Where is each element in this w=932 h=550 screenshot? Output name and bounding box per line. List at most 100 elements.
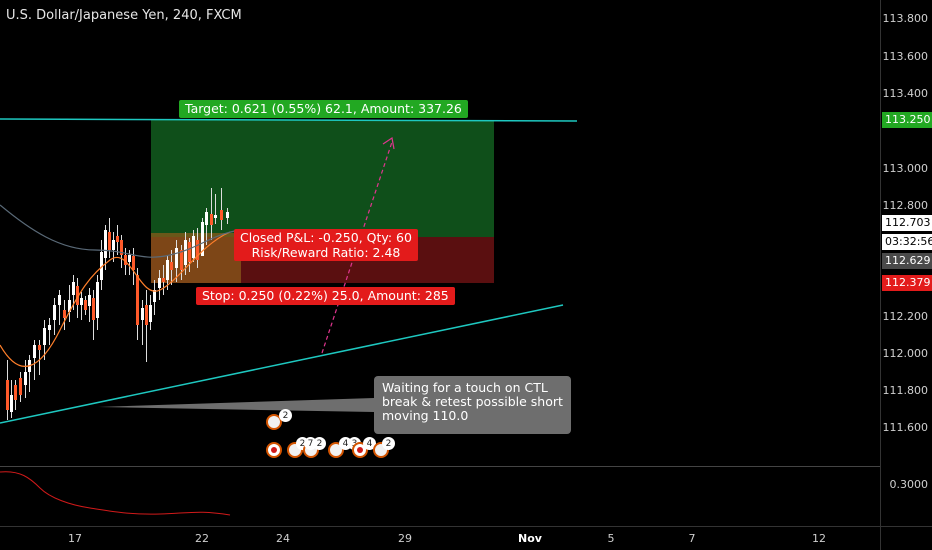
date-tick-month: Nov: [518, 532, 542, 545]
candle-body: [166, 260, 169, 280]
date-tick: 7: [688, 532, 696, 545]
candle-body: [158, 278, 161, 288]
candle-body: [63, 310, 66, 318]
indicator-tick: 0.3000: [889, 478, 929, 491]
candle-body: [68, 300, 71, 312]
candle-body: [112, 240, 115, 250]
resistance-trendline: [0, 118, 578, 122]
candle-body: [184, 240, 187, 265]
candle-body: [92, 298, 95, 320]
event-count-badge: 2: [313, 437, 326, 450]
candle-body: [214, 215, 217, 218]
callout-note[interactable]: Waiting for a touch on CTL break & retes…: [374, 376, 571, 434]
countdown-tag: 03:32:56: [882, 234, 932, 250]
candle-body: [76, 286, 79, 305]
target-zone: [151, 120, 494, 237]
last-price-tag: 112.703: [882, 215, 932, 231]
candle-body: [210, 214, 213, 225]
candle-body: [80, 298, 83, 305]
price-tick: 113.400: [882, 87, 929, 100]
support-trendline: [0, 304, 564, 424]
price-tick: 111.600: [882, 421, 929, 434]
event-count-badge: 2: [382, 437, 395, 450]
candle-body: [196, 240, 199, 260]
candle-body: [96, 282, 99, 318]
candle-body: [33, 345, 36, 358]
candle-body: [48, 325, 51, 330]
candle-body: [201, 222, 204, 256]
candle-body: [88, 295, 91, 306]
callout-line: break & retest possible short: [382, 394, 563, 409]
price-tick: 113.000: [882, 162, 929, 175]
candle-body: [128, 255, 131, 262]
time-axis-divider: [0, 526, 932, 527]
candle-body: [141, 308, 144, 320]
date-tick: 24: [276, 532, 290, 545]
pane-divider[interactable]: [0, 466, 880, 467]
candle-body: [220, 210, 223, 220]
projection-arrowhead: [382, 136, 395, 150]
price-axis-divider: [880, 0, 881, 550]
candle-body: [226, 212, 229, 218]
target-label[interactable]: Target: 0.621 (0.55%) 62.1, Amount: 337.…: [179, 100, 468, 118]
callout-line: moving 110.0: [382, 408, 469, 423]
candle-body: [120, 240, 123, 255]
stop-price-tag: 112.379: [882, 275, 932, 291]
date-tick: 12: [812, 532, 826, 545]
target-price-tag: 113.250: [882, 112, 932, 128]
price-tick: 113.800: [882, 12, 929, 25]
candle-body: [175, 248, 178, 268]
projection-arrow-line: [321, 141, 393, 354]
price-tick: 112.000: [882, 347, 929, 360]
candle-body: [72, 282, 75, 295]
symbol-title[interactable]: U.S. Dollar/Japanese Yen, 240, FXCM: [6, 8, 242, 23]
risk-reward-line: Risk/Reward Ratio: 2.48: [251, 245, 401, 260]
candle-body: [24, 372, 27, 385]
candle-body: [43, 328, 46, 345]
jp-flag-event-icon[interactable]: [352, 442, 368, 458]
date-tick: 17: [68, 532, 82, 545]
candle-body: [38, 345, 41, 350]
us-flag-event-icon[interactable]: [266, 414, 282, 430]
pnl-label[interactable]: Closed P&L: -0.250, Qty: 60 Risk/Reward …: [234, 229, 418, 261]
candle-body: [205, 212, 208, 225]
candle-body: [14, 385, 17, 400]
candle-body: [104, 230, 107, 258]
price-tick: 113.600: [882, 50, 929, 63]
date-tick: 5: [607, 532, 615, 545]
stop-label[interactable]: Stop: 0.250 (0.22%) 25.0, Amount: 285: [196, 287, 455, 305]
date-tick: 29: [398, 532, 412, 545]
candle-body: [124, 255, 127, 265]
candle-body: [153, 290, 156, 302]
candle-body: [100, 252, 103, 280]
candle-body: [145, 305, 148, 325]
ma-line-fast: [0, 231, 231, 367]
candle-body: [162, 278, 165, 282]
candle-body: [188, 242, 191, 262]
candle-body: [136, 275, 139, 325]
candle-body: [53, 305, 56, 320]
jp-flag-event-icon[interactable]: [266, 442, 282, 458]
candle-body: [19, 378, 22, 395]
event-count-badge: 2: [279, 409, 292, 422]
date-tick: 22: [195, 532, 209, 545]
candle-body: [170, 262, 173, 270]
candle-body: [132, 256, 135, 270]
callout-line: Waiting for a touch on CTL: [382, 380, 548, 395]
indicator-line: [0, 471, 231, 516]
ma-line-slow: [0, 204, 241, 258]
candle-body: [108, 232, 111, 250]
candle-body: [84, 300, 87, 310]
candle-body: [116, 236, 119, 242]
jp-sun-icon: [271, 447, 277, 453]
candle-body: [149, 305, 152, 322]
ma-price-tag: 112.629: [882, 253, 932, 269]
price-tick: 112.200: [882, 310, 929, 323]
candle-body: [10, 395, 13, 412]
jp-sun-icon: [357, 447, 363, 453]
candle-body: [6, 380, 9, 410]
price-tick: 112.800: [882, 199, 929, 212]
callout-pointer: [98, 398, 374, 412]
